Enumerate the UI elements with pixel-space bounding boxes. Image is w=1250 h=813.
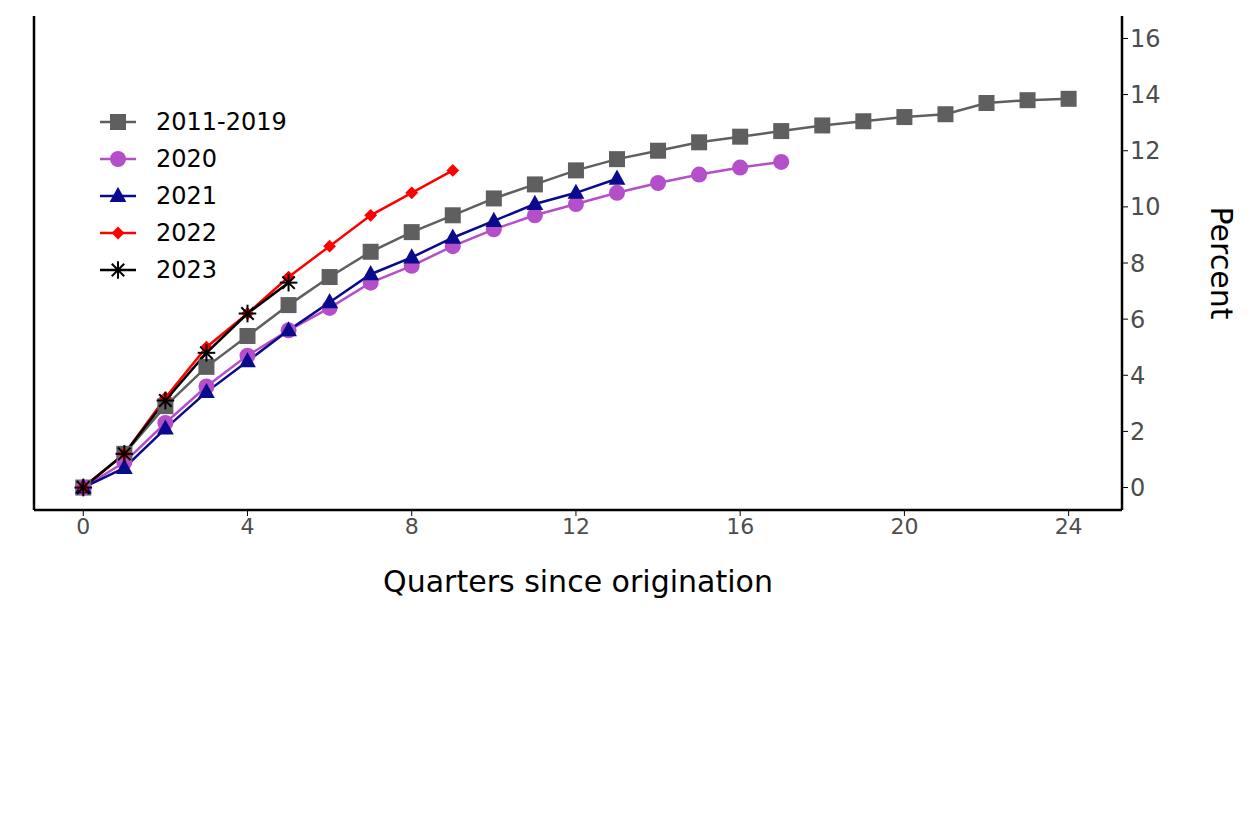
svg-text:0: 0 <box>1130 474 1145 502</box>
svg-text:8: 8 <box>1130 250 1145 278</box>
svg-text:8: 8 <box>405 514 419 539</box>
svg-text:14: 14 <box>1130 81 1161 109</box>
html-text:2022: 2022 <box>156 218 218 247</box>
html-text:2021: 2021 <box>156 181 218 210</box>
svg-text:16: 16 <box>726 514 754 539</box>
html-text:2011-2019: 2011-2019 <box>156 107 287 136</box>
html-text:2023: 2023 <box>156 255 218 284</box>
html-text:2020: 2020 <box>156 144 218 173</box>
svg-text:10: 10 <box>1130 193 1161 221</box>
svg-text:4: 4 <box>1130 362 1145 390</box>
svg-text:24: 24 <box>1055 514 1083 539</box>
svg-text:12: 12 <box>1130 137 1161 165</box>
svg-text:20: 20 <box>890 514 918 539</box>
svg-text:2: 2 <box>1130 418 1145 446</box>
svg-text:4: 4 <box>240 514 254 539</box>
svg-text:0: 0 <box>76 514 90 539</box>
svg-text:Percent: Percent <box>1204 207 1239 320</box>
svg-text:16: 16 <box>1130 25 1161 53</box>
svg-text:Quarters since origination: Quarters since origination <box>383 564 773 599</box>
svg-text:6: 6 <box>1130 306 1145 334</box>
svg-text:12: 12 <box>562 514 590 539</box>
